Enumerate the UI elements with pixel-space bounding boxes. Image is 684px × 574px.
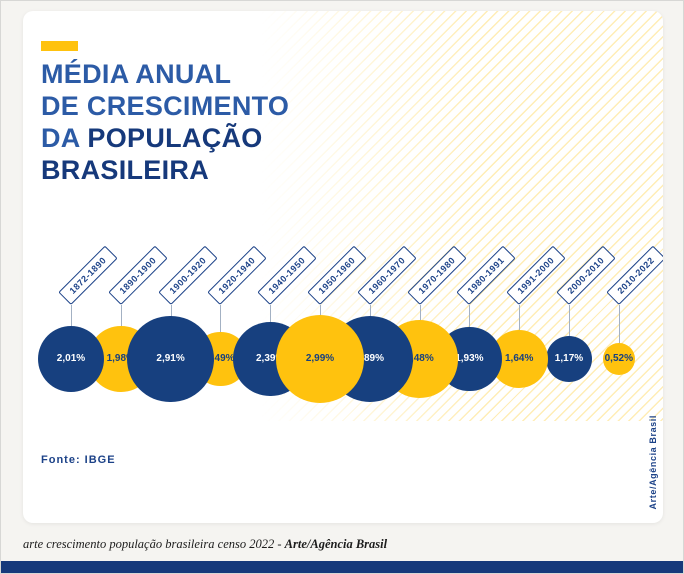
connector-line (569, 305, 570, 338)
caption-credit: Arte/Agência Brasil (284, 537, 388, 551)
connector-line (469, 305, 471, 329)
connector-line (519, 305, 521, 333)
page-title: MÉDIA ANUAL DE CRESCIMENTO DA POPULAÇÃO … (41, 58, 289, 186)
period-label: 1960-1970 (357, 245, 417, 305)
connector-line (419, 305, 421, 323)
title-line-4: BRASILEIRA (41, 155, 210, 185)
connector-line (120, 305, 122, 329)
bubble-chart: 1872-1890 2,01% 1890-1900 1,98% 1900-1920 2,9… (31, 221, 663, 436)
accent-bar (41, 41, 78, 51)
bubble: 0,52% (602, 343, 635, 375)
period-label: 1920-1940 (207, 245, 267, 305)
bubble-value: 1,64% (505, 353, 534, 365)
period-label: 1950-1960 (307, 245, 367, 305)
connector-line (270, 305, 272, 324)
source-label: Fonte: IBGE (41, 454, 116, 466)
bubble-value: 2,39% (256, 353, 285, 365)
bubble-value: 1,17% (554, 353, 584, 365)
bottom-navy-bar (1, 561, 683, 573)
bubble: 2,99% (275, 314, 365, 404)
period-label: 1890-1900 (108, 245, 168, 305)
connector-line (320, 305, 321, 317)
bubble-value: 1,49% (206, 353, 235, 365)
period-label: 1991-2000 (506, 245, 566, 305)
connector-line (618, 305, 620, 346)
period-label: 2000-2010 (556, 245, 616, 305)
bubble: 2,01% (37, 325, 105, 393)
credit-vertical-label: Arte/Agência Brasil (648, 414, 658, 509)
period-label: 1900-1920 (157, 245, 217, 305)
period-label: 1980-1991 (456, 245, 516, 305)
connector-line (220, 305, 222, 334)
title-line-1: MÉDIA ANUAL (41, 59, 232, 89)
bubble-value: 2,91% (156, 353, 185, 365)
bubble-value: 1,98% (106, 353, 135, 365)
connector-line (170, 305, 172, 318)
period-label: 1940-1950 (257, 245, 317, 305)
period-label: 1872-1890 (58, 245, 118, 305)
image-caption: arte crescimento população brasileira ce… (23, 537, 387, 552)
bubble-value: 2,99% (305, 353, 335, 365)
infographic-card: MÉDIA ANUAL DE CRESCIMENTO DA POPULAÇÃO … (23, 11, 663, 523)
connector-line (71, 305, 72, 328)
bubble-value: 2,89% (355, 353, 384, 365)
bubble-value: 1,93% (455, 353, 484, 365)
bubble: 2,91% (127, 315, 215, 403)
period-label: 2010-2022 (606, 245, 663, 305)
caption-text: arte crescimento população brasileira ce… (23, 537, 285, 551)
title-line-3: DA POPULAÇÃO (41, 123, 263, 153)
title-line-2: DE CRESCIMENTO (41, 91, 290, 121)
bubble: 1,17% (545, 335, 593, 383)
bubble-value: 2,48% (405, 353, 434, 365)
bubble-value: 0,52% (604, 353, 633, 365)
bubble-value: 2,01% (56, 353, 86, 365)
connector-line (369, 305, 371, 318)
period-label: 1970-1980 (406, 245, 466, 305)
